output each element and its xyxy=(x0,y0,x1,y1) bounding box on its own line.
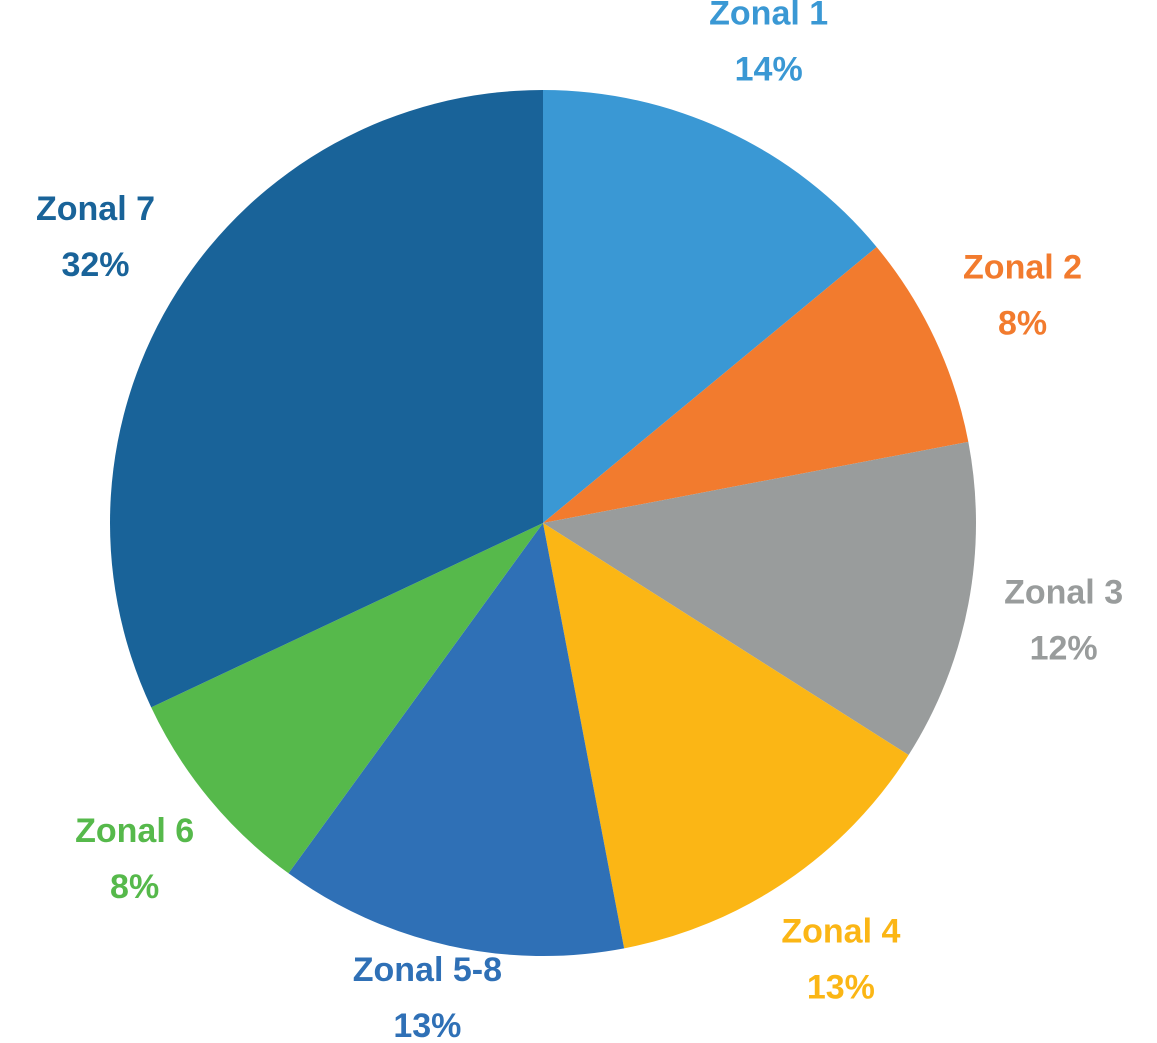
slice-label: Zonal 5-8 xyxy=(353,951,502,989)
pie-slice xyxy=(288,523,625,956)
pie-slice xyxy=(543,523,909,949)
slice-value-label: 14% xyxy=(735,50,803,88)
pie-slice xyxy=(110,90,543,708)
slice-label: Zonal 3 xyxy=(1004,573,1123,611)
slice-label: Zonal 4 xyxy=(781,912,900,950)
pie-slice xyxy=(543,441,977,756)
slice-value-label: 13% xyxy=(393,1007,461,1043)
pie-slice xyxy=(543,246,969,523)
slice-label: Zonal 6 xyxy=(75,812,194,850)
slice-value-label: 32% xyxy=(61,246,129,284)
slice-value-label: 8% xyxy=(998,304,1047,342)
slice-label: Zonal 7 xyxy=(36,190,155,228)
pie-slice xyxy=(151,523,543,874)
slice-value-label: 12% xyxy=(1030,629,1098,667)
pie-slice xyxy=(543,90,877,523)
slice-label: Zonal 2 xyxy=(963,248,1082,286)
slice-value-label: 8% xyxy=(110,868,159,906)
slice-label: Zonal 1 xyxy=(709,0,828,32)
slice-value-label: 13% xyxy=(807,968,875,1006)
